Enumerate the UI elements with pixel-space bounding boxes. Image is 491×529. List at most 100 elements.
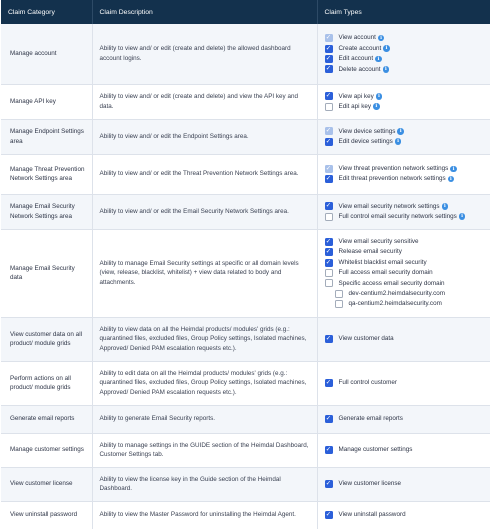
claim-type-label: View api key: [338, 92, 374, 100]
check-icon: ✓: [325, 510, 332, 518]
claim-description-cell: Ability to manage settings in the GUIDE …: [91, 433, 317, 467]
claim-type-option: ✓ Edit threat prevention network settings…: [324, 174, 484, 184]
claim-types-cell: ✓ View threat prevention network settings…: [316, 154, 490, 194]
table-row: Manage Threat Prevention Network Setting…: [1, 154, 490, 194]
claim-type-option: ✓ Manage customer settings: [324, 445, 484, 455]
claim-type-label: Specific access email security domain: [338, 279, 445, 287]
claim-type-checkbox[interactable]: ✓: [324, 92, 333, 101]
info-icon[interactable]: i: [394, 138, 402, 145]
claim-types-cell: ✓ View uninstall password: [316, 501, 490, 529]
claim-type-checkbox[interactable]: ✓: [324, 334, 333, 343]
claim-type-label: View customer license: [338, 480, 402, 488]
claim-type-checkbox[interactable]: ✓: [324, 44, 333, 53]
claim-type-option: ✓ View device settings i: [324, 126, 484, 136]
claim-type-label: View threat prevention network settings: [338, 165, 449, 173]
claim-type-label: Edit account: [338, 55, 374, 63]
table-row: Manage API key Ability to view and/ or ed…: [1, 84, 490, 119]
claim-type-checkbox[interactable]: ✓: [324, 510, 333, 519]
claim-type-checkbox[interactable]: ✓: [324, 54, 333, 63]
claim-type-label: View uninstall password: [338, 511, 406, 519]
info-icon[interactable]: i: [447, 175, 455, 183]
claim-category-cell: Generate email reports: [10, 415, 75, 423]
claim-type-label: Full control customer: [338, 379, 397, 387]
table-row: Manage Email Security data Ability to man…: [1, 229, 490, 317]
check-icon: ✓: [325, 175, 332, 183]
check-icon: ✓: [325, 44, 332, 52]
claim-type-checkbox[interactable]: ✓: [324, 237, 333, 246]
claim-type-option: Full access email security domain: [324, 268, 484, 278]
check-icon: ✓: [325, 378, 332, 386]
claim-type-checkbox: ✓: [324, 34, 333, 43]
claim-type-checkbox[interactable]: ✓: [324, 65, 333, 74]
table-row: Generate email reports Ability to generat…: [1, 405, 490, 433]
check-icon: ✓: [325, 127, 332, 135]
claim-type-label: dev-centium2.heimdalsecurity.com: [348, 290, 445, 298]
claim-type-option: Specific access email security domain: [324, 278, 484, 288]
claim-type-checkbox[interactable]: ✓: [324, 258, 333, 267]
claim-type-label: Full control email security network sett…: [338, 212, 457, 220]
claim-types-cell: ✓ View customer license: [316, 467, 490, 501]
claim-type-checkbox[interactable]: ✓: [324, 445, 333, 454]
claim-type-checkbox[interactable]: ✓: [324, 248, 333, 257]
claim-type-checkbox[interactable]: [334, 289, 343, 298]
claim-type-checkbox[interactable]: ✓: [324, 378, 333, 387]
claim-description-cell: Ability to view data on all the Heimdal …: [91, 317, 317, 361]
claim-type-option: ✓ Create account i: [324, 43, 484, 53]
header-claim-types: Claim Types: [316, 0, 490, 24]
info-icon[interactable]: i: [375, 93, 383, 100]
check-icon: ✓: [325, 137, 332, 145]
claim-type-option: ✓ View customer data: [324, 334, 484, 344]
claim-type-option: Edit api key i: [324, 102, 484, 112]
claim-type-label: Generate email reports: [338, 415, 403, 423]
claim-type-option: ✓ View email security sensitive: [324, 237, 484, 247]
claim-type-checkbox[interactable]: [324, 102, 333, 111]
claim-description-cell: Ability to view and/ or edit (create and…: [91, 84, 317, 119]
claim-type-checkbox: ✓: [324, 127, 333, 136]
claim-type-label: Full access email security domain: [338, 269, 433, 277]
info-icon[interactable]: i: [450, 165, 457, 173]
info-icon[interactable]: i: [397, 128, 404, 135]
claim-types-cell: ✓ View account i ✓ Create account i ✓ Edit acco…: [316, 24, 490, 84]
claim-type-checkbox[interactable]: [324, 268, 333, 277]
info-icon[interactable]: i: [375, 55, 382, 63]
claim-type-option: ✓ Delete account i: [324, 64, 484, 74]
claim-category-cell: View customer license: [10, 480, 73, 488]
claim-type-label: Create account: [338, 44, 382, 52]
check-icon: ✓: [325, 248, 332, 256]
claim-type-checkbox[interactable]: ✓: [324, 137, 333, 146]
check-icon: ✓: [325, 479, 332, 487]
check-icon: ✓: [325, 164, 332, 172]
claim-description-cell: Ability to view the license key in the G…: [91, 467, 317, 501]
claim-type-checkbox[interactable]: [324, 279, 333, 288]
claim-type-checkbox[interactable]: ✓: [324, 202, 333, 211]
claim-type-label: Release email security: [338, 248, 402, 256]
info-icon[interactable]: i: [441, 203, 449, 210]
table-row: Manage account Ability to view and/ or ed…: [1, 24, 490, 84]
info-icon[interactable]: i: [377, 34, 385, 42]
claim-types-cell: ✓ View email security sensitive ✓ Release e…: [316, 229, 490, 317]
claim-type-checkbox[interactable]: [334, 300, 343, 309]
info-icon[interactable]: i: [383, 45, 390, 52]
claim-type-label: qa-centium2.heimdalsecurity.com: [348, 300, 442, 308]
check-icon: ✓: [325, 34, 332, 42]
claim-type-checkbox[interactable]: ✓: [324, 175, 333, 184]
claim-type-option: ✓ Edit device settings i: [324, 137, 484, 147]
claim-type-option: ✓ Edit account i: [324, 54, 484, 64]
info-icon[interactable]: i: [382, 66, 390, 73]
claim-type-label: Edit threat prevention network settings: [338, 175, 446, 183]
claim-type-label: View email security network settings: [338, 202, 440, 210]
claim-type-checkbox: ✓: [324, 164, 333, 173]
claim-description-cell: Ability to edit data on all the Heimdal …: [91, 361, 317, 405]
claim-type-checkbox[interactable]: ✓: [324, 414, 333, 423]
claim-type-option: ✓ View api key i: [324, 91, 484, 101]
info-icon[interactable]: i: [373, 103, 380, 110]
claim-type-checkbox[interactable]: [324, 212, 333, 221]
claim-description-cell: Ability to view and/ or edit (create and…: [91, 24, 317, 84]
check-icon: ✓: [325, 54, 332, 62]
claim-types-cell: ✓ Generate email reports: [316, 405, 490, 433]
check-icon: ✓: [325, 445, 332, 453]
claim-category-cell: Manage customer settings: [10, 446, 84, 454]
info-icon[interactable]: i: [458, 213, 466, 220]
claim-category-cell: Manage Endpoint Settings area: [10, 128, 84, 145]
claim-type-checkbox[interactable]: ✓: [324, 479, 333, 488]
